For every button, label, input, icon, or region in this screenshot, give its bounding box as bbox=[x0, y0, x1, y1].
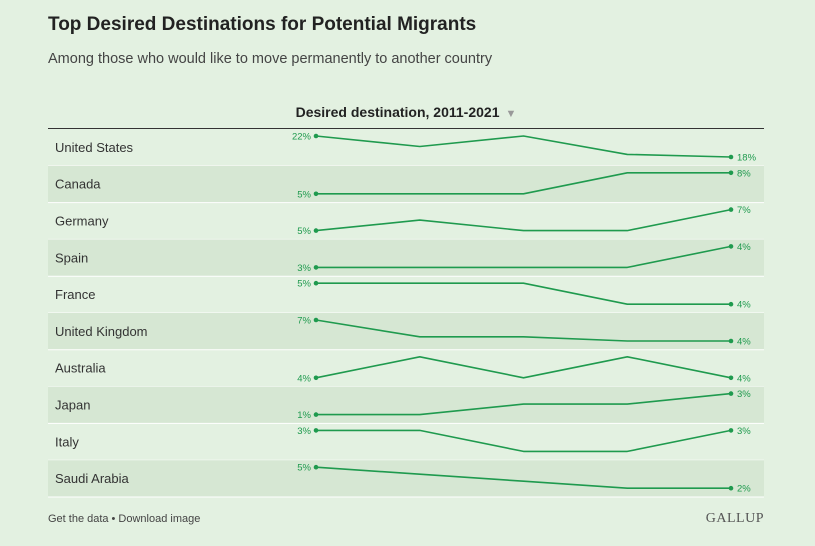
end-point bbox=[728, 428, 734, 433]
start-point bbox=[313, 428, 319, 433]
start-value-label: 3% bbox=[297, 426, 311, 437]
footer-separator: • bbox=[111, 513, 116, 525]
end-value-label: 4% bbox=[737, 242, 751, 253]
start-point bbox=[313, 375, 319, 381]
start-value-label: 5% bbox=[297, 226, 311, 237]
row-label: United States bbox=[55, 140, 134, 155]
start-point bbox=[313, 133, 319, 139]
start-value-label: 4% bbox=[297, 373, 311, 384]
start-value-label: 5% bbox=[297, 463, 311, 474]
start-point bbox=[313, 191, 319, 197]
row-label: Spain bbox=[55, 250, 88, 265]
start-value-label: 1% bbox=[297, 410, 311, 421]
row-label: Japan bbox=[55, 398, 90, 413]
row-label: Italy bbox=[55, 434, 79, 449]
start-point bbox=[313, 265, 319, 270]
end-point bbox=[728, 338, 734, 344]
row-label: Germany bbox=[55, 214, 109, 229]
end-value-label: 4% bbox=[737, 300, 751, 311]
series-line bbox=[315, 135, 732, 158]
start-point bbox=[313, 280, 319, 286]
download-image-link[interactable]: Download image bbox=[118, 513, 201, 525]
end-point bbox=[728, 485, 734, 491]
end-point bbox=[728, 170, 734, 176]
row-label: United Kingdom bbox=[55, 324, 148, 339]
header-divider bbox=[48, 128, 764, 129]
start-value-label: 22% bbox=[292, 132, 312, 143]
end-point bbox=[728, 207, 734, 212]
start-point bbox=[313, 412, 319, 417]
series-line bbox=[316, 392, 732, 416]
end-point bbox=[728, 391, 734, 396]
series-line bbox=[315, 466, 731, 490]
row-band bbox=[48, 165, 764, 203]
series-line bbox=[315, 319, 731, 342]
row-band bbox=[48, 460, 764, 497]
end-value-label: 3% bbox=[737, 426, 751, 437]
row-label: Canada bbox=[55, 177, 101, 192]
end-value-label: 8% bbox=[737, 168, 751, 179]
series-line bbox=[315, 355, 732, 379]
end-point bbox=[728, 154, 734, 160]
end-value-label: 4% bbox=[737, 373, 751, 384]
end-point bbox=[728, 375, 734, 381]
start-point bbox=[313, 228, 319, 233]
series-line bbox=[316, 172, 731, 195]
start-value-label: 5% bbox=[297, 279, 311, 290]
end-point bbox=[728, 301, 734, 307]
triangle-down-icon[interactable]: ▼ bbox=[505, 108, 517, 120]
chart-subtitle: Among those who would like to move perma… bbox=[48, 51, 493, 67]
footer: Get the data • Download image bbox=[48, 513, 200, 525]
gallup-logo: GALLUP bbox=[705, 511, 764, 526]
end-value-label: 18% bbox=[737, 153, 757, 164]
start-point bbox=[313, 464, 319, 470]
start-value-label: 7% bbox=[297, 316, 311, 327]
start-value-label: 3% bbox=[297, 263, 311, 274]
end-value-label: 4% bbox=[737, 337, 751, 348]
column-header-label: Desired destination, 2011-2021 bbox=[295, 104, 500, 120]
get-data-link[interactable]: Get the data bbox=[48, 513, 109, 525]
row-label: Saudi Arabia bbox=[55, 471, 129, 486]
column-header[interactable]: Desired destination, 2011-2021 ▼ bbox=[48, 104, 764, 120]
start-value-label: 5% bbox=[297, 189, 311, 200]
series-line bbox=[315, 208, 732, 232]
row-band bbox=[48, 386, 764, 424]
end-value-label: 2% bbox=[737, 484, 751, 495]
chart-title: Top Desired Destinations for Potential M… bbox=[48, 14, 477, 35]
series-line bbox=[316, 429, 732, 453]
end-value-label: 3% bbox=[737, 389, 751, 400]
row-label: France bbox=[55, 287, 95, 302]
series-line bbox=[316, 282, 731, 306]
end-value-label: 7% bbox=[737, 205, 751, 216]
end-point bbox=[728, 244, 734, 249]
series-line bbox=[316, 245, 732, 269]
start-point bbox=[313, 317, 319, 323]
row-band bbox=[48, 313, 764, 350]
row-band bbox=[48, 239, 764, 277]
row-label: Australia bbox=[55, 361, 106, 376]
